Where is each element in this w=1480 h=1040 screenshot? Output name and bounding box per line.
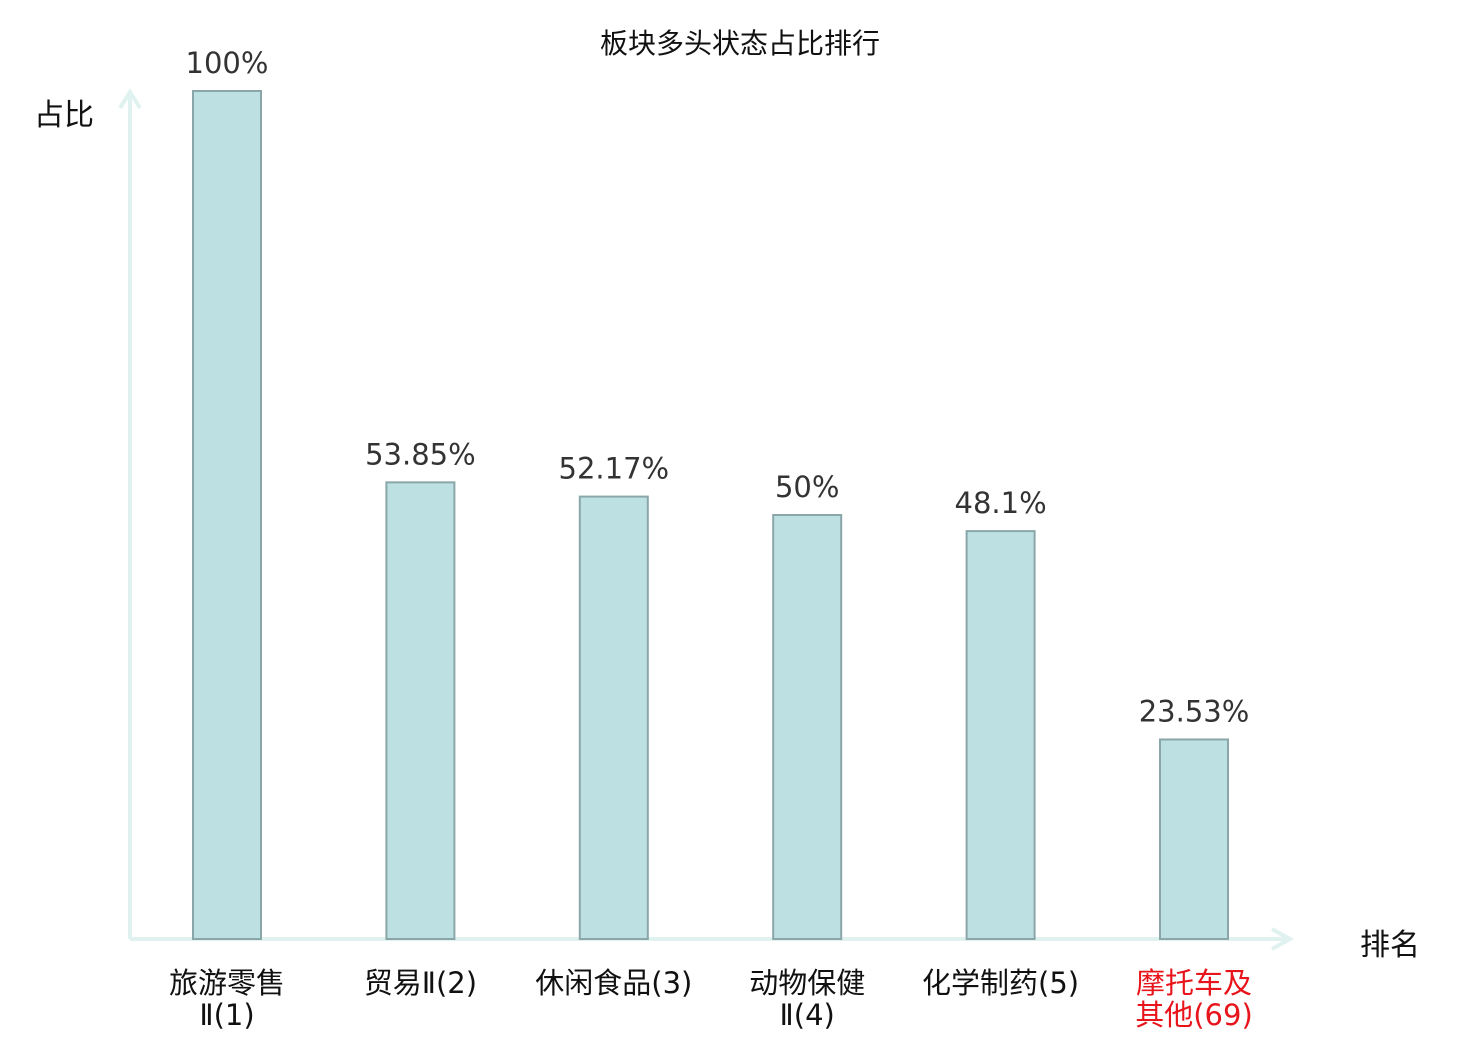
x-tick-label: 旅游零售	[169, 966, 285, 1000]
bar	[772, 514, 843, 940]
x-axis-arrow-icon	[1271, 927, 1295, 951]
data-label: 48.1%	[955, 486, 1047, 520]
y-axis-label: 占比	[34, 98, 94, 133]
x-tick-label: 休闲食品(3)	[535, 966, 692, 1000]
data-label: 53.85%	[365, 437, 476, 471]
value-labels: 100% 53.85% 52.17% 50% 48.1% 23.53%	[186, 46, 1250, 728]
x-axis-label: 排名	[1360, 928, 1420, 963]
bar	[192, 90, 262, 940]
x-tick-label: 动物保健	[749, 966, 865, 1000]
bar	[965, 530, 1036, 940]
x-tick-label: 化学制药(5)	[922, 966, 1079, 1000]
axes	[118, 88, 1295, 951]
chart-title: 板块多头状态占比排行	[599, 27, 880, 60]
data-label: 52.17%	[559, 452, 670, 486]
bars	[192, 90, 1229, 940]
x-tick-label: 贸易Ⅱ(2)	[364, 966, 477, 1000]
data-label: 23.53%	[1139, 694, 1250, 728]
bar	[578, 495, 649, 940]
x-tick-label: Ⅱ(4)	[780, 998, 835, 1032]
bar	[385, 481, 456, 940]
x-tick-label: Ⅱ(1)	[199, 998, 254, 1032]
x-tick-label: 其他(69)	[1135, 998, 1253, 1032]
x-tick-label: 摩托车及	[1136, 966, 1252, 1000]
data-label: 50%	[775, 470, 839, 504]
bar	[1159, 738, 1229, 940]
y-axis-arrow-icon	[118, 88, 142, 110]
data-label: 100%	[186, 46, 269, 80]
